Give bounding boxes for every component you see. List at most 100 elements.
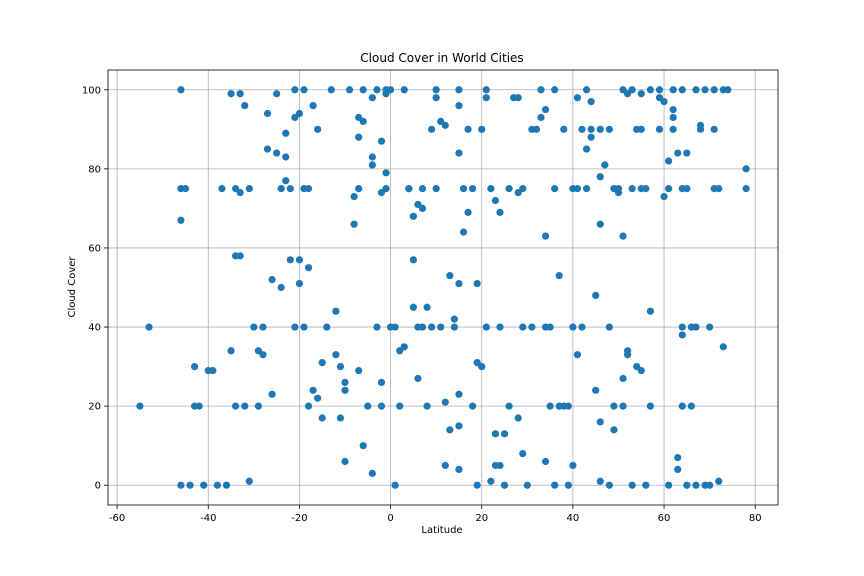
data-point (282, 177, 290, 185)
data-point (359, 117, 367, 126)
data-point (263, 145, 272, 153)
data-point (532, 125, 541, 133)
data-point (715, 185, 723, 193)
data-point (505, 185, 513, 193)
data-point (136, 402, 144, 410)
data-point (441, 398, 449, 406)
data-point (564, 402, 572, 410)
y-tick-label: 40 (88, 323, 101, 334)
data-point (674, 149, 682, 157)
data-point (227, 347, 235, 355)
data-point (250, 323, 258, 331)
data-point (177, 86, 185, 94)
data-point (619, 374, 627, 383)
data-point (478, 125, 486, 133)
data-point (341, 386, 349, 394)
data-point (637, 366, 645, 375)
data-point (286, 185, 294, 193)
data-point (295, 109, 304, 118)
data-point (382, 185, 390, 193)
data-point (464, 125, 472, 133)
data-point (701, 86, 709, 94)
data-point (455, 465, 463, 474)
data-point (314, 394, 322, 402)
data-point (364, 402, 372, 410)
data-point (605, 481, 613, 489)
x-tick-label: -40 (200, 513, 216, 524)
y-tick-label: 100 (82, 85, 101, 96)
data-point (669, 105, 677, 114)
data-point (355, 133, 363, 141)
grid (108, 70, 778, 505)
data-point (573, 351, 582, 359)
x-tick-label: 60 (658, 513, 671, 524)
data-point (582, 86, 591, 94)
data-point (446, 272, 454, 280)
data-point (414, 374, 422, 383)
data-point (578, 323, 586, 331)
x-tick-label: -60 (109, 513, 125, 524)
data-point (610, 402, 618, 410)
data-point (601, 161, 609, 169)
data-point (514, 94, 522, 102)
data-point (646, 86, 654, 94)
data-point (200, 481, 208, 489)
data-point (496, 461, 504, 470)
data-point (487, 185, 495, 193)
data-point (596, 220, 604, 228)
data-point (181, 185, 190, 193)
data-point (500, 481, 509, 489)
data-point (669, 125, 677, 133)
data-point (692, 86, 700, 94)
chart-title: Cloud Cover in World Cities (360, 51, 523, 65)
data-point (428, 125, 436, 133)
data-point (222, 481, 231, 489)
y-tick-label: 60 (88, 243, 101, 254)
data-point (587, 98, 595, 106)
data-point (418, 185, 427, 193)
data-point (514, 414, 522, 422)
data-point (665, 481, 673, 489)
data-point (587, 133, 595, 141)
data-point (596, 173, 604, 181)
data-point (409, 303, 417, 311)
data-point (318, 359, 326, 367)
data-point (409, 256, 417, 264)
data-point (592, 291, 600, 300)
data-point (674, 465, 682, 474)
data-point (304, 402, 313, 410)
data-point (145, 323, 153, 331)
data-point (373, 86, 381, 94)
data-point (295, 256, 304, 264)
x-axis-label: Latitude (421, 525, 462, 536)
data-point (377, 402, 386, 410)
data-point (628, 481, 636, 489)
data-point (459, 228, 468, 236)
data-point (696, 121, 705, 129)
data-point (551, 185, 559, 193)
data-points (136, 86, 750, 489)
data-point (455, 422, 463, 430)
data-point (409, 212, 417, 220)
data-point (236, 90, 244, 98)
data-point (683, 149, 691, 157)
data-point (715, 477, 723, 485)
y-tick-label: 0 (95, 481, 101, 492)
data-point (245, 185, 253, 193)
data-point (646, 402, 654, 410)
data-point (368, 153, 376, 161)
data-point (286, 256, 294, 264)
data-point (546, 323, 554, 331)
data-point (350, 220, 358, 228)
data-point (619, 232, 627, 240)
data-point (482, 86, 490, 94)
data-point (491, 196, 500, 205)
data-point (742, 165, 750, 173)
data-point (660, 98, 668, 106)
data-point (455, 86, 463, 94)
data-point (432, 94, 440, 102)
y-axis-label: Cloud Cover (67, 256, 78, 318)
data-point (336, 414, 345, 422)
data-point (523, 481, 531, 489)
data-point (551, 86, 559, 94)
